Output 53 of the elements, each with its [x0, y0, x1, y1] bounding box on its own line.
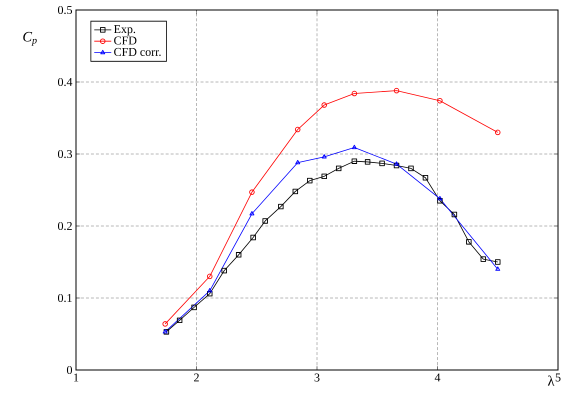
point [352, 158, 358, 164]
point [352, 90, 358, 96]
point [295, 160, 300, 164]
point [422, 175, 428, 180]
point [207, 288, 212, 292]
point [262, 218, 268, 224]
legend-label: CFD corr. [114, 48, 161, 56]
point [379, 160, 385, 166]
y-tick-label: 0 [66, 366, 72, 374]
x-tick-label: 4 [434, 374, 440, 382]
x-tick-label: 5 [556, 374, 561, 382]
point [437, 98, 443, 104]
point [250, 211, 254, 216]
point [176, 318, 182, 324]
point [466, 239, 472, 245]
point [352, 144, 357, 150]
legend-label: CFD [114, 36, 136, 45]
point [249, 189, 255, 195]
point [321, 102, 327, 108]
point [480, 256, 486, 262]
point [221, 268, 227, 274]
point [394, 161, 399, 166]
point [437, 198, 443, 204]
point [322, 154, 327, 158]
point [437, 196, 442, 200]
y-axis-title: C$_{p}$ [23, 32, 37, 46]
point [394, 88, 400, 94]
point [250, 234, 256, 240]
point [336, 166, 342, 172]
point [236, 252, 242, 258]
x-tick-label: 2 [194, 374, 199, 382]
point [294, 126, 300, 132]
point [364, 159, 370, 165]
legend-label: Exp. [114, 25, 136, 36]
point [321, 174, 327, 180]
y-tick-label: 0.4 [58, 78, 72, 86]
point [278, 204, 284, 210]
point [452, 212, 458, 218]
point [307, 178, 313, 184]
x-axis-title: λ [548, 376, 554, 386]
point [207, 290, 212, 296]
y-tick-label: 0.3 [58, 150, 72, 158]
point [207, 274, 212, 280]
point [292, 188, 298, 194]
y-tick-label: 0.2 [58, 222, 72, 230]
point [191, 304, 197, 310]
point [408, 166, 414, 172]
x-tick-label: 3 [314, 374, 320, 382]
x-tick-label: 1 [74, 374, 78, 382]
y-tick-label: 0.1 [58, 294, 72, 302]
point [394, 162, 400, 168]
y-tick-label: 0.5 [58, 6, 72, 14]
point [495, 259, 500, 265]
